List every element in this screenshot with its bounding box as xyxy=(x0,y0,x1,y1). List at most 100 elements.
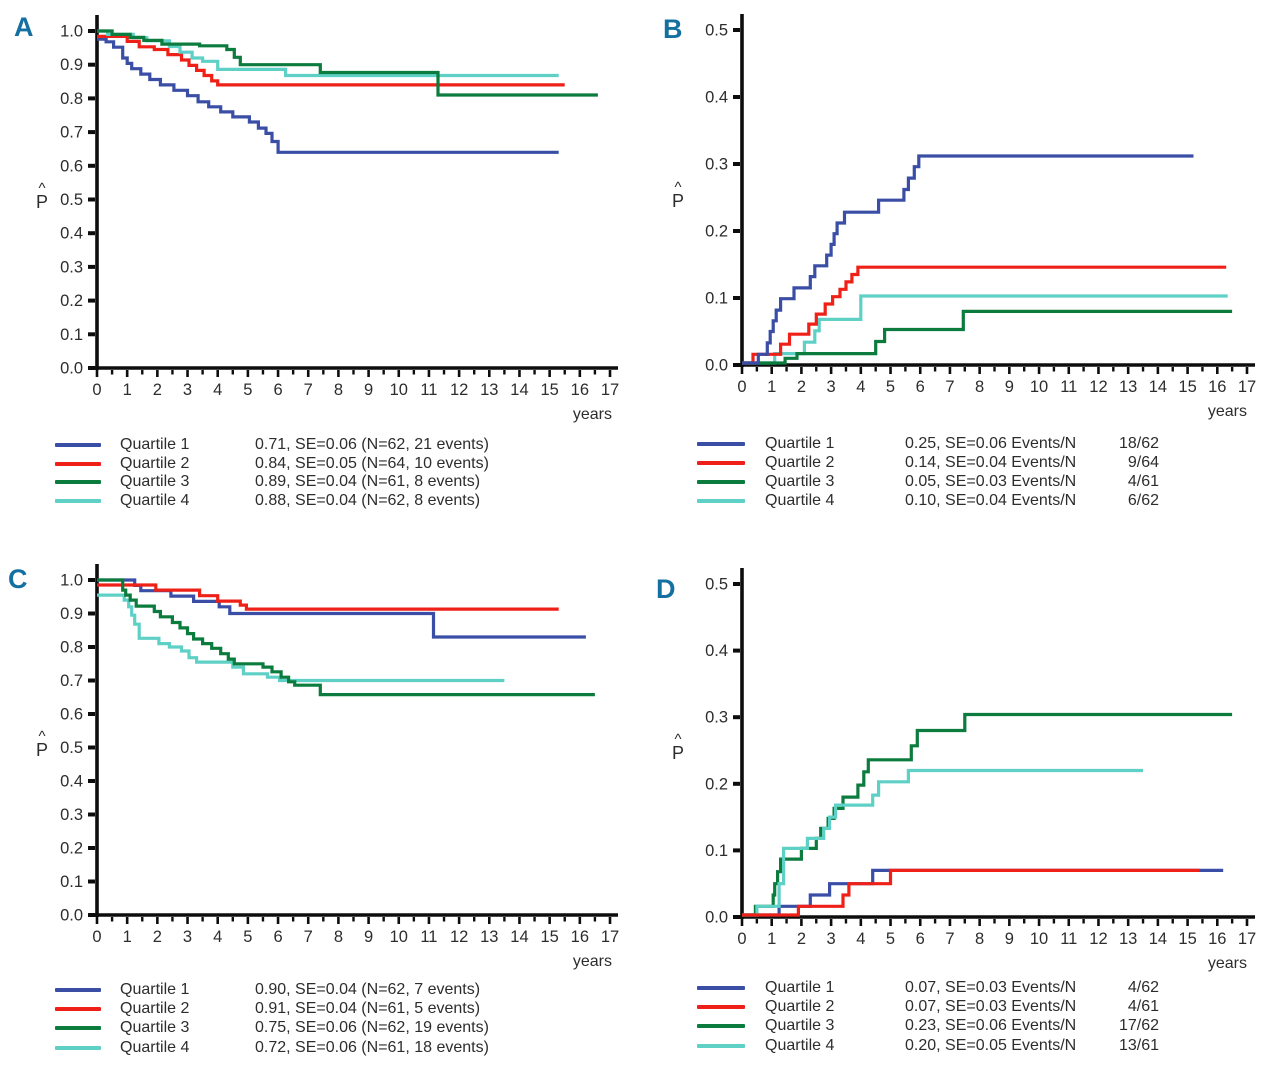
y-tick-label: 0.1 xyxy=(60,873,83,891)
panel-a-legend: Quartile 1 0.71, SE=0.06 (N=62, 21 events… xyxy=(55,436,489,510)
x-tick-label: 14 xyxy=(1149,378,1167,396)
legend-line-quartile1 xyxy=(697,985,745,990)
x-tick-label: 10 xyxy=(390,381,408,399)
panel-a-ylabel: ^ P xyxy=(29,180,55,212)
legend-stats: 0.89, SE=0.04 (N=61, 8 events) xyxy=(255,473,481,491)
x-tick-label: 4 xyxy=(856,378,865,396)
panel-c-xlabel: years xyxy=(572,953,612,970)
x-tick-label: 8 xyxy=(334,381,343,399)
legend-line-quartile4 xyxy=(55,499,101,504)
legend-label: Quartile 4 xyxy=(765,491,835,509)
y-tick-label: 0.1 xyxy=(705,290,728,308)
legend-line-quartile2 xyxy=(697,1004,745,1009)
ylabel-p: P xyxy=(671,743,684,763)
legend-stats: 0.20, SE=0.05 Events/N xyxy=(905,1036,1077,1054)
y-tick-label: 0.0 xyxy=(60,360,83,378)
x-tick-label: 4 xyxy=(213,928,222,946)
x-tick-label: 14 xyxy=(510,928,528,946)
y-tick-label: 0.6 xyxy=(60,706,83,724)
hat-symbol: ^ xyxy=(674,731,682,748)
legend-line-quartile4 xyxy=(697,498,745,503)
x-tick-label: 11 xyxy=(1060,378,1077,396)
legend-line-quartile3 xyxy=(55,480,101,485)
x-tick-label: 12 xyxy=(1089,378,1107,396)
x-tick-label: 12 xyxy=(1089,930,1107,948)
y-tick-label: 0.0 xyxy=(60,907,83,925)
x-tick-label: 16 xyxy=(571,928,589,946)
legend-stats: 0.71, SE=0.06 (N=62, 21 events) xyxy=(255,436,489,454)
y-tick-label: 0.0 xyxy=(705,909,728,927)
x-tick-label: 1 xyxy=(123,928,132,946)
panel-d-xlabel: years xyxy=(1207,955,1247,972)
x-tick-label: 3 xyxy=(183,381,192,399)
x-tick-label: 7 xyxy=(304,928,313,946)
x-tick-label: 14 xyxy=(1149,930,1167,948)
legend-line-quartile4 xyxy=(55,1045,101,1050)
curve-quartile-1 xyxy=(742,154,1194,365)
legend-stats: 0.07, SE=0.03 Events/N xyxy=(905,978,1077,996)
curve-quartile-3 xyxy=(742,309,1233,365)
x-tick-label: 5 xyxy=(243,381,252,399)
y-tick-label: 0.2 xyxy=(705,775,728,793)
curve-quartile-1 xyxy=(742,868,1224,917)
y-tick-label: 0.4 xyxy=(705,89,728,107)
legend-row-quartile1: Quartile 1 0.71, SE=0.06 (N=62, 21 events… xyxy=(55,436,489,455)
x-tick-label: 10 xyxy=(1030,378,1048,396)
curve-quartile-4 xyxy=(97,593,505,683)
km-plot-a: 0 1 2 3 4 5 6 7 8 9 10 11 12 13 14 15 16 171.00.90.80.70.… xyxy=(60,15,619,399)
ylabel-p: P xyxy=(35,192,48,212)
curve-quartile-2 xyxy=(742,868,1200,917)
panel-c-legend: Quartile 1 0.90, SE=0.04 (N=62, 7 events)… xyxy=(55,980,489,1057)
legend-row-quartile4: Quartile 4 0.10, SE=0.04 Events/N 6/62 xyxy=(697,491,1159,510)
panel-d-letter: D xyxy=(656,574,676,604)
x-tick-label: 1 xyxy=(767,378,776,396)
x-tick-label: 12 xyxy=(450,928,468,946)
y-tick-label: 0.5 xyxy=(705,22,728,40)
y-tick-label: 0.7 xyxy=(60,124,83,142)
legend-label: Quartile 2 xyxy=(120,999,190,1017)
x-tick-label: 16 xyxy=(1208,930,1226,948)
x-tick-label: 6 xyxy=(273,381,282,399)
legend-label: Quartile 3 xyxy=(765,1017,835,1035)
panel-b: 0 1 2 3 4 5 6 7 8 9 10 11 12 13 14 15 16 17 0.5 0.4 0.3 0.2 0.… xyxy=(640,0,1280,552)
y-tick-label: 0.3 xyxy=(60,806,83,824)
x-tick-label: 7 xyxy=(304,381,313,399)
legend-label: Quartile 2 xyxy=(120,454,190,472)
legend-line-quartile3 xyxy=(55,1026,101,1031)
x-tick-label: 15 xyxy=(1178,930,1196,948)
legend-label: Quartile 4 xyxy=(765,1036,835,1054)
curve-quartile-2 xyxy=(97,583,559,611)
hat-symbol: ^ xyxy=(38,180,46,197)
ylabel-p: P xyxy=(35,740,48,760)
panel-c-ylabel: ^ P xyxy=(29,728,55,760)
legend-stats: 0.90, SE=0.04 (N=62, 7 events) xyxy=(255,980,481,998)
legend-ratio: 13/61 xyxy=(1118,1036,1159,1054)
curve-quartile-3 xyxy=(97,578,595,697)
legend-row-quartile3: Quartile 3 0.89, SE=0.04 (N=61, 8 events) xyxy=(55,473,489,492)
panel-d: 0 1 2 3 4 5 6 7 8 9 10 11 12 13 14 15 16 17 0.5 0.4 0.3 0.2 0.… xyxy=(640,552,1280,1069)
x-tick-label: 2 xyxy=(797,378,806,396)
hat-symbol: ^ xyxy=(38,728,46,745)
x-tick-label: 13 xyxy=(480,928,498,946)
panel-c: 0 1 2 3 4 5 6 7 8 9 10 11 12 13 14 15 16 17 1.0 0.9 0.8 0.7 0.… xyxy=(0,552,640,1069)
x-tick-label: 15 xyxy=(540,381,558,399)
curve-quartile-4 xyxy=(742,768,1143,917)
legend-label: Quartile 3 xyxy=(765,472,835,490)
y-tick-label: 0.4 xyxy=(60,225,83,243)
x-tick-label: 11 xyxy=(1060,930,1077,948)
legend-ratio: 4/61 xyxy=(1127,472,1159,490)
x-tick-label: 7 xyxy=(945,378,954,396)
legend-row-quartile2: Quartile 2 0.07, SE=0.03 Events/N 4/61 xyxy=(697,997,1159,1016)
legend-stats: 0.10, SE=0.04 Events/N xyxy=(905,491,1077,509)
y-tick-label: 0.6 xyxy=(60,157,83,175)
legend-line-quartile4 xyxy=(697,1043,745,1048)
ci-plot-b: 0 1 2 3 4 5 6 7 8 9 10 11 12 13 14 15 16 170.50.40.30.20.… xyxy=(705,14,1256,396)
legend-row-quartile4: Quartile 4 0.88, SE=0.04 (N=62, 8 events) xyxy=(55,492,489,511)
y-tick-label: 0.1 xyxy=(705,842,728,860)
legend-label: Quartile 3 xyxy=(120,473,190,491)
legend-stats: 0.14, SE=0.04 Events/N xyxy=(905,453,1077,471)
x-tick-label: 3 xyxy=(183,928,192,946)
x-tick-label: 6 xyxy=(916,378,925,396)
x-tick-label: 17 xyxy=(601,381,619,399)
